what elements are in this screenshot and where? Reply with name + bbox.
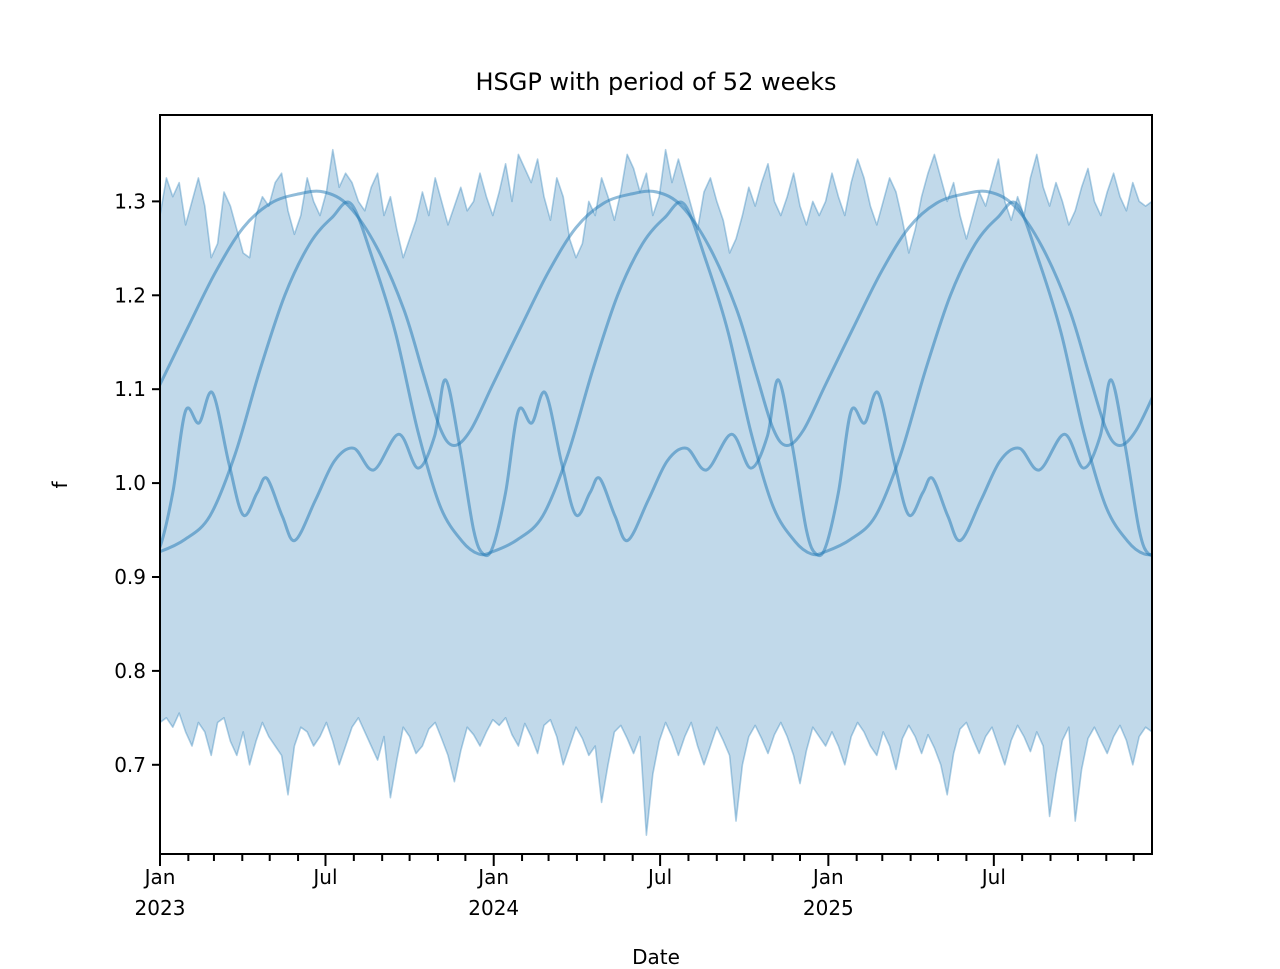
y-tick-label: 1.1 <box>114 377 146 401</box>
y-tick-label: 0.8 <box>114 659 146 683</box>
x-tick-year-label: 2023 <box>135 896 186 920</box>
chart-title: HSGP with period of 52 weeks <box>475 68 837 96</box>
y-axis-label: f <box>48 481 72 489</box>
x-tick-year-label: 2024 <box>468 896 519 920</box>
plot-area <box>160 148 1152 836</box>
posterior-sample-curve-2 <box>160 200 1152 557</box>
x-tick-label: Jan <box>811 865 844 889</box>
y-tick-label: 0.7 <box>114 753 146 777</box>
y-tick-label: 1.2 <box>114 283 146 307</box>
x-tick-label: Jul <box>646 865 672 889</box>
y-tick-label: 0.9 <box>114 565 146 589</box>
axes-spines <box>159 114 1153 855</box>
x-tick-label: Jan <box>143 865 176 889</box>
y-tick-label: 1.3 <box>114 189 146 213</box>
x-tick-label: Jan <box>476 865 509 889</box>
axes <box>152 114 1153 866</box>
x-axis-label: Date <box>632 945 680 969</box>
hdi-band <box>160 148 1152 836</box>
posterior-sample-curve-1 <box>160 189 1152 447</box>
x-tick-year-label: 2025 <box>803 896 854 920</box>
x-tick-label: Jul <box>311 865 337 889</box>
y-tick-label: 1.0 <box>114 471 146 495</box>
posterior-sample-curve-3 <box>160 378 1152 558</box>
x-tick-label: Jul <box>980 865 1006 889</box>
